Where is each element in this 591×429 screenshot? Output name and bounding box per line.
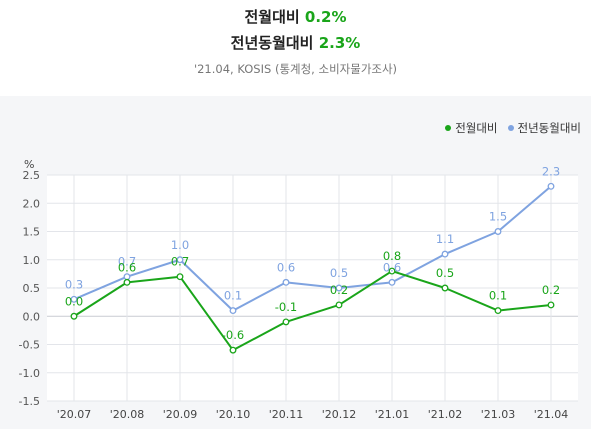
legend-marker-mom [445, 125, 452, 131]
yoy-point [282, 278, 290, 286]
yoy-point [494, 228, 502, 235]
x-tick-label: '21.02 [428, 408, 463, 421]
yoy-headline: 전년동월대비 2.3% [0, 32, 591, 53]
y-tick-label: 0.0 [23, 310, 41, 323]
yoy-point [441, 250, 449, 258]
mom-point [441, 284, 449, 292]
mom-data-label: 0.6 [118, 260, 136, 274]
mom-point [229, 346, 237, 354]
mom-point [123, 278, 131, 286]
y-tick-label: 2.5 [23, 169, 41, 182]
mom-data-label: 0.2 [542, 283, 560, 297]
yoy-headline-label: 전년동월대비 [230, 34, 314, 52]
yoy-data-label: 0.6 [383, 260, 401, 274]
mom-headline-value: 0.2% [304, 8, 347, 26]
yoy-data-label: 1.5 [489, 210, 507, 224]
legend-label-yoy: 전년동월대비 [517, 121, 581, 135]
x-tick-label: '20.08 [110, 408, 145, 421]
yoy-point [388, 278, 396, 286]
mom-data-label: 0.1 [489, 289, 507, 303]
mom-data-label: 0.7 [171, 255, 189, 269]
legend-label-mom: 전월대비 [455, 121, 498, 135]
legend-item-mom[interactable]: 전월대비 [445, 120, 498, 136]
y-tick-label: -1.5 [19, 395, 40, 408]
mom-headline-label: 전월대비 [244, 8, 300, 26]
y-tick-label: 0.5 [23, 282, 41, 295]
x-tick-label: '21.03 [481, 408, 516, 421]
mom-data-label: 0.5 [436, 266, 454, 280]
header: 전월대비 0.2% 전년동월대비 2.3% '21.04, KOSIS (통계청… [0, 0, 591, 96]
mom-series-line [73, 270, 552, 352]
yoy-point [335, 284, 343, 292]
y-tick-label: 2.0 [23, 197, 41, 210]
source-subtitle: '21.04, KOSIS (통계청, 소비자물가조사) [193, 62, 398, 76]
chart-legend: 전월대비 전년동월대비 [445, 120, 581, 136]
mom-data-label: 0.8 [383, 249, 401, 263]
mom-point [335, 301, 343, 309]
legend-marker-yoy [507, 125, 514, 131]
yoy-data-label: 0.7 [118, 255, 136, 269]
mom-data-label: -0.6 [222, 328, 244, 342]
yoy-data-label: 0.1 [224, 289, 242, 303]
yoy-headline-value: 2.3% [318, 34, 361, 52]
yoy-point [229, 307, 237, 315]
mom-point [494, 307, 502, 315]
yoy-series-line [73, 185, 552, 312]
mom-data-label: -0.1 [275, 300, 297, 314]
mom-point [388, 267, 396, 275]
legend-item-yoy[interactable]: 전년동월대비 [507, 120, 581, 136]
yoy-point [123, 273, 131, 281]
y-tick-label: 1.5 [23, 226, 41, 239]
yoy-data-label: 2.3 [542, 164, 560, 178]
mom-data-label: 0.2 [330, 283, 348, 297]
yoy-data-label: 0.5 [330, 266, 348, 280]
yoy-data-label: 1.0 [171, 238, 189, 252]
y-tick-label: -0.5 [19, 339, 40, 352]
x-tick-label: '20.09 [163, 408, 198, 421]
mom-point [176, 273, 184, 281]
y-tick-label: -1.0 [19, 367, 40, 380]
yoy-point [70, 295, 78, 303]
yoy-point [547, 182, 555, 190]
x-tick-label: '21.01 [375, 408, 410, 421]
y-unit-label: % [24, 158, 34, 171]
mom-point [70, 312, 78, 320]
yoy-data-label: 0.6 [277, 260, 295, 274]
yoy-data-label: 1.1 [436, 232, 454, 246]
x-tick-label: '20.10 [216, 408, 251, 421]
mom-headline: 전월대비 0.2% [0, 6, 591, 27]
mom-point [282, 318, 290, 326]
mom-point [547, 301, 555, 309]
x-tick-label: '20.11 [269, 408, 304, 421]
yoy-data-label: 0.3 [65, 277, 83, 291]
x-tick-label: '21.04 [534, 408, 569, 421]
mom-data-label: 0.0 [65, 294, 83, 308]
x-tick-label: '20.07 [57, 408, 92, 421]
x-tick-label: '20.12 [322, 408, 357, 421]
yoy-point [176, 256, 184, 264]
y-tick-label: 1.0 [23, 254, 41, 267]
